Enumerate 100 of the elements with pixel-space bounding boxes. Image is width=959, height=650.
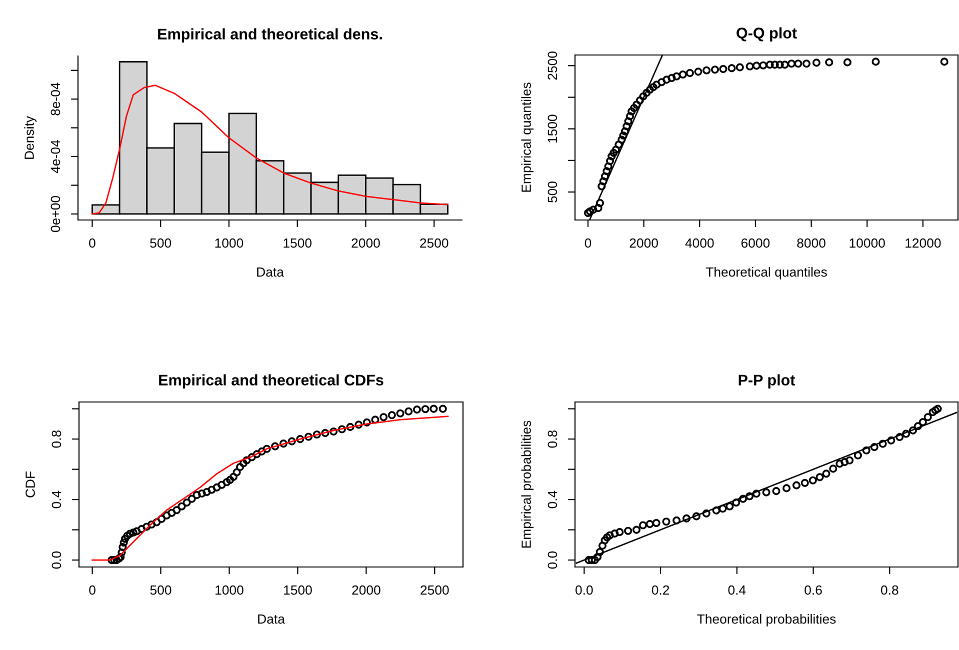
x-tick-label: 1000 bbox=[215, 238, 244, 248]
point bbox=[686, 68, 694, 78]
y-tick-label: 0e+00 bbox=[50, 196, 60, 232]
point bbox=[586, 207, 594, 216]
point bbox=[787, 60, 796, 68]
x-tick-label: 2000 bbox=[352, 238, 380, 248]
point bbox=[924, 413, 932, 422]
point bbox=[606, 157, 614, 166]
x-tick-label: 2500 bbox=[420, 238, 448, 248]
point bbox=[746, 62, 754, 70]
point bbox=[682, 514, 691, 522]
point bbox=[632, 100, 641, 109]
chart-title: Q-Q plot bbox=[736, 27, 797, 42]
point bbox=[599, 177, 608, 186]
point bbox=[794, 60, 802, 68]
x-axis-title: Theoretical probabilities bbox=[697, 614, 836, 626]
point bbox=[610, 530, 619, 538]
x-tick-label: 1500 bbox=[284, 238, 312, 248]
y-tick-label: 8e-04 bbox=[50, 82, 60, 116]
point bbox=[702, 66, 711, 74]
point bbox=[619, 131, 628, 140]
point bbox=[624, 526, 632, 535]
point bbox=[589, 206, 598, 214]
point bbox=[652, 518, 660, 528]
x-tick-label: 0 bbox=[89, 238, 96, 248]
point bbox=[726, 502, 734, 510]
point bbox=[596, 198, 604, 208]
point bbox=[825, 58, 834, 66]
point bbox=[646, 520, 654, 528]
point bbox=[759, 61, 768, 70]
point bbox=[940, 58, 948, 66]
x-tick-label: 1000 bbox=[216, 585, 244, 595]
y-tick-label: 500 bbox=[548, 182, 558, 202]
y-axis-title: CDF bbox=[26, 471, 35, 498]
point bbox=[662, 76, 671, 84]
point bbox=[662, 518, 670, 526]
point bbox=[678, 70, 687, 79]
y-tick-label: 0.8 bbox=[548, 430, 558, 448]
point bbox=[600, 536, 609, 544]
point bbox=[812, 58, 820, 67]
point bbox=[843, 58, 852, 66]
x-tick-label: 12000 bbox=[906, 238, 941, 248]
point bbox=[603, 533, 612, 542]
point bbox=[584, 208, 592, 218]
y-tick-label: 2500 bbox=[548, 52, 558, 80]
point bbox=[870, 443, 878, 452]
chart-title: Empirical and theoretical CDFs bbox=[159, 374, 384, 389]
x-tick-label: 2000 bbox=[352, 585, 380, 595]
x-tick-label: 6000 bbox=[741, 238, 770, 248]
point bbox=[622, 122, 631, 130]
point bbox=[728, 64, 736, 72]
point bbox=[752, 62, 761, 70]
x-axis-title: Data bbox=[257, 268, 284, 277]
point bbox=[602, 167, 611, 176]
point bbox=[624, 117, 632, 126]
point bbox=[618, 136, 626, 144]
point bbox=[694, 68, 702, 76]
point bbox=[600, 172, 610, 180]
x-tick-label: 2500 bbox=[420, 585, 449, 595]
point bbox=[649, 83, 658, 92]
point bbox=[638, 521, 647, 530]
point bbox=[887, 436, 896, 444]
point bbox=[606, 531, 614, 540]
y-tick-label: 0.0 bbox=[548, 551, 558, 569]
point bbox=[770, 60, 779, 69]
point bbox=[718, 504, 727, 513]
point bbox=[802, 60, 810, 68]
point bbox=[612, 146, 620, 154]
point bbox=[598, 542, 607, 550]
point bbox=[934, 404, 942, 413]
point bbox=[840, 458, 849, 466]
point bbox=[829, 464, 838, 473]
point bbox=[914, 422, 922, 430]
x-axis-title: Theoretical quantiles bbox=[706, 267, 827, 280]
point bbox=[776, 60, 784, 69]
point bbox=[816, 473, 824, 482]
y-axis-title: Empirical quantiles bbox=[521, 82, 534, 192]
point bbox=[908, 426, 917, 434]
point bbox=[636, 96, 644, 104]
point bbox=[616, 528, 624, 536]
point bbox=[878, 440, 887, 448]
point bbox=[928, 408, 937, 416]
point bbox=[854, 451, 862, 460]
point bbox=[594, 204, 602, 212]
point bbox=[604, 162, 612, 170]
point bbox=[745, 492, 754, 500]
point bbox=[780, 60, 789, 69]
point bbox=[712, 506, 720, 514]
x-tick-label: 0.6 bbox=[804, 585, 822, 595]
y-axis-title: Empirical probabilities bbox=[521, 420, 534, 548]
x-tick-label: 0.0 bbox=[576, 585, 593, 595]
point bbox=[626, 112, 634, 120]
point bbox=[732, 498, 740, 507]
point bbox=[702, 509, 710, 518]
point bbox=[658, 78, 666, 86]
point bbox=[692, 512, 700, 520]
x-tick-label: 0 bbox=[89, 585, 96, 595]
x-tick-label: 4000 bbox=[685, 238, 714, 248]
y-tick-label: 0.8 bbox=[52, 430, 62, 448]
point bbox=[639, 92, 648, 100]
